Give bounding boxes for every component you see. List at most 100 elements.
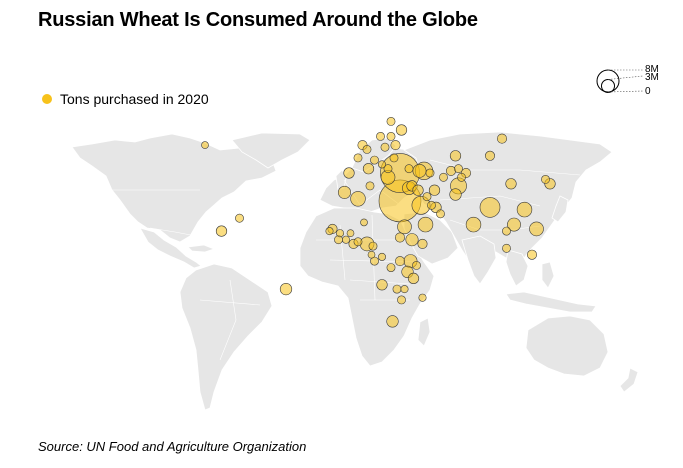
bubble-65 — [502, 226, 511, 236]
bubble-56 — [412, 260, 421, 270]
bubble-83 — [418, 293, 427, 302]
bubble-78 — [404, 164, 414, 174]
bubble-67 — [541, 174, 550, 184]
bubble-75 — [386, 131, 396, 141]
source-note: Source: UN Food and Agriculture Organiza… — [38, 439, 307, 454]
chart-title: Russian Wheat Is Consumed Around the Glo… — [38, 9, 478, 31]
bubble-8 — [465, 216, 482, 233]
land-south-america — [179, 263, 273, 411]
bubble-82 — [377, 252, 386, 261]
bubble-39 — [394, 256, 405, 267]
bubble-60 — [427, 200, 436, 210]
scale-label-0: 0 — [645, 86, 651, 97]
bubble-18 — [337, 185, 351, 199]
land-caribbean — [187, 244, 216, 253]
size-scale: 8M 3M 0 — [596, 64, 659, 97]
bubble-64 — [454, 164, 463, 174]
bubble-30 — [428, 184, 441, 196]
bubble-70 — [370, 155, 379, 165]
bubble-11 — [397, 219, 412, 235]
scale-circle-small — [601, 79, 615, 93]
bubble-55 — [386, 263, 396, 272]
bubble-66 — [502, 243, 511, 253]
bubble-80 — [341, 235, 350, 244]
bubble-24 — [215, 225, 228, 237]
bubble-58 — [397, 295, 406, 305]
legend-dot-icon — [42, 94, 52, 104]
bubble-68 — [353, 153, 363, 163]
bubble-50 — [365, 181, 375, 191]
bubble-86 — [201, 141, 209, 149]
land-japan — [551, 195, 569, 223]
bubble-81 — [335, 229, 344, 238]
bubble-88 — [360, 218, 368, 227]
bubble-7 — [417, 216, 434, 233]
country-borders — [112, 159, 581, 361]
bubble-61 — [436, 209, 445, 219]
bubble-62 — [439, 172, 448, 182]
bubble-76 — [386, 117, 396, 126]
land-india — [461, 235, 497, 285]
bubble-59 — [422, 192, 432, 202]
bubble-layer — [201, 117, 556, 328]
bubble-45 — [484, 150, 495, 161]
bubble-73 — [383, 164, 393, 174]
land-philippines — [541, 261, 555, 289]
bubble-77 — [425, 168, 435, 178]
bubble-40 — [394, 232, 405, 243]
land-australia — [525, 315, 609, 377]
bubble-9 — [516, 201, 533, 218]
bubble-23 — [449, 188, 462, 201]
scale-label-3m: 3M — [645, 72, 659, 83]
bubble-72 — [376, 131, 385, 141]
bubble-85 — [377, 160, 386, 169]
legend: Tons purchased in 2020 — [42, 91, 209, 107]
land-indonesia — [505, 291, 597, 313]
land-north-america — [71, 133, 277, 243]
bubble-46 — [496, 133, 507, 144]
scale-leader-3m — [607, 75, 644, 80]
bubble-36 — [395, 124, 408, 136]
land-greenland — [231, 132, 311, 169]
bubble-20 — [279, 283, 293, 296]
bubble-52 — [353, 237, 363, 247]
bubble-87 — [346, 229, 355, 237]
bubble-12 — [529, 221, 544, 237]
bubble-71 — [380, 142, 390, 152]
bubble-35 — [362, 163, 375, 175]
bubble-6 — [350, 191, 366, 207]
bubble-89 — [367, 250, 376, 259]
scale-label-8m: 8M — [645, 64, 659, 75]
bubble-25 — [407, 272, 420, 285]
bubble-31 — [449, 150, 462, 162]
bubble-79 — [325, 227, 334, 236]
bubble-2 — [479, 197, 501, 218]
scale-circle-large — [596, 69, 620, 93]
land-southeast-asia — [505, 249, 529, 287]
bubble-17 — [412, 163, 427, 178]
legend-label: Tons purchased in 2020 — [60, 91, 209, 107]
bubble-49 — [235, 213, 244, 223]
bubble-74 — [389, 153, 399, 163]
land-central-america — [139, 227, 202, 269]
bubble-28 — [412, 184, 424, 196]
bubble-63 — [457, 172, 466, 182]
bubble-53 — [368, 241, 378, 251]
bubble-41 — [417, 238, 428, 249]
bubble-19 — [405, 233, 419, 247]
bubble-48 — [390, 140, 401, 151]
bubble-16 — [507, 217, 521, 232]
bubble-32 — [505, 178, 517, 190]
bubble-69 — [362, 144, 372, 154]
bubble-57 — [392, 284, 402, 294]
land-madagascar — [417, 317, 431, 347]
bubble-22 — [386, 315, 399, 328]
land-masses — [71, 131, 639, 411]
bubble-26 — [376, 279, 388, 291]
bubble-44 — [526, 249, 537, 260]
bubble-84 — [400, 285, 409, 294]
land-uk — [335, 169, 347, 191]
land-new-zealand — [619, 367, 639, 393]
bubble-34 — [343, 167, 355, 179]
